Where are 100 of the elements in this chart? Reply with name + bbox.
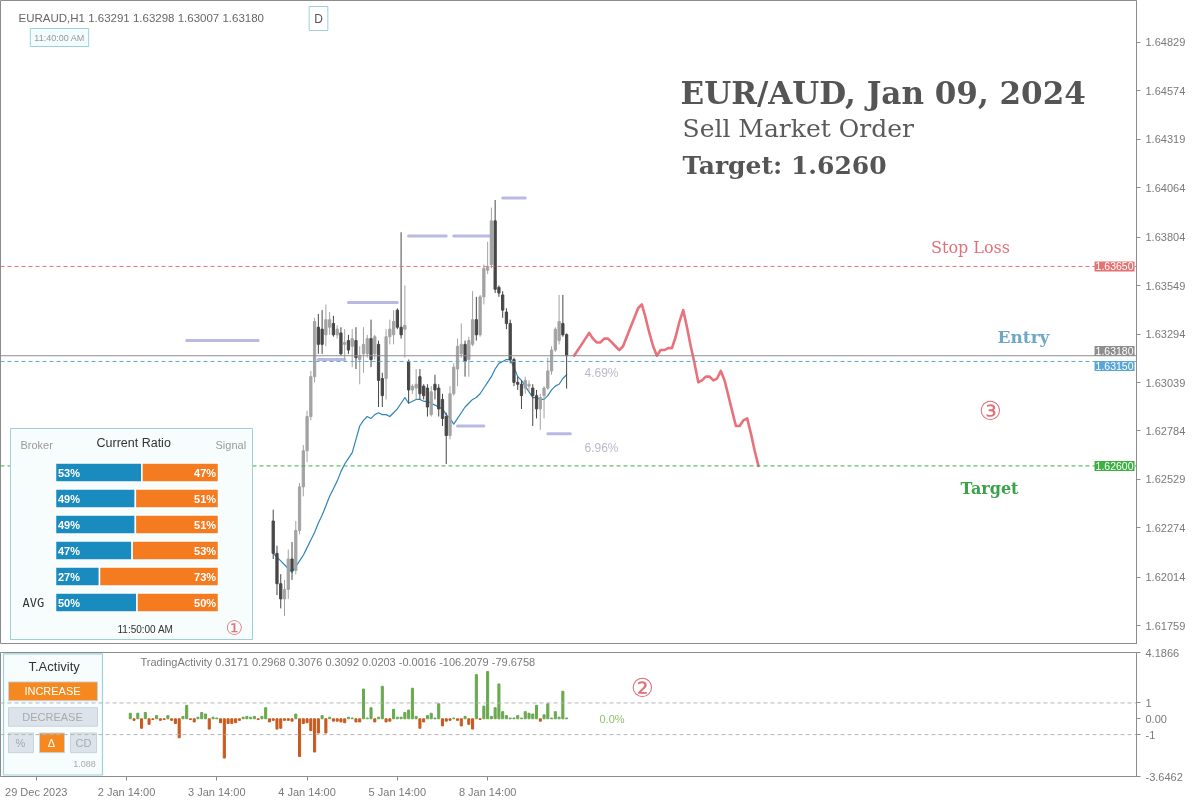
annotation: INCREASE (24, 685, 81, 698)
x-tick-label: 8 Jan 14:00 (458, 785, 517, 798)
data-label: 51% (194, 518, 217, 531)
bar (392, 708, 396, 720)
bar (166, 715, 170, 720)
data-label: 49% (57, 518, 81, 531)
y-tick-label: 1.63549 (1145, 279, 1186, 292)
x-tick-label: 29 Dec 2023 (5, 785, 68, 798)
annotation: ② (630, 672, 655, 703)
bar (534, 704, 539, 720)
bar (361, 688, 366, 720)
bar (222, 718, 226, 759)
y-tick-label: 1.64064 (1145, 181, 1186, 194)
data-label: 27% (57, 570, 81, 583)
bar (335, 718, 339, 722)
bar (290, 718, 294, 722)
bar (358, 718, 362, 723)
annotation: Δ (47, 736, 56, 749)
bar (298, 718, 302, 757)
annotation: DECREASE (22, 711, 83, 724)
bar (369, 707, 373, 720)
y-tick-label: AVG (22, 595, 45, 610)
y-tick-label: 1.63039 (1145, 376, 1186, 389)
bar (324, 718, 328, 734)
y-tick-label: 1.64319 (1145, 133, 1186, 146)
bar (373, 718, 377, 723)
bar (403, 711, 407, 720)
bar (553, 711, 557, 720)
bar (523, 711, 527, 720)
y-tick-label: 1.63294 (1145, 328, 1186, 341)
bar (140, 718, 144, 729)
annotation: ① (225, 615, 244, 640)
bar (418, 718, 422, 729)
bar (147, 718, 151, 725)
y-tick-label: 1.62014 (1145, 571, 1186, 584)
bar (294, 713, 298, 720)
y-tick-label: 1 (1145, 696, 1152, 709)
bar (388, 718, 392, 722)
data-label: 73% (194, 570, 217, 583)
bar (384, 718, 388, 723)
bar (320, 715, 324, 720)
y-tick-label: -3.6462 (1145, 770, 1183, 783)
bar (230, 718, 234, 725)
x-tick-label: 5 Jan 14:00 (368, 785, 427, 798)
bar (437, 703, 441, 720)
bar (200, 711, 204, 720)
y-tick-label: 1.62529 (1145, 473, 1186, 486)
bar (136, 712, 140, 720)
bar (561, 690, 565, 720)
annotation: % (15, 736, 26, 749)
x-tick-label: 3 Jan 14:00 (188, 785, 246, 798)
x-tick-label: 2 Jan 14:00 (97, 785, 156, 798)
bar (128, 712, 132, 720)
y-tick-label: 1.62784 (1145, 424, 1186, 437)
bar (380, 685, 384, 720)
y-tick-label: 1.64829 (1145, 36, 1186, 49)
bar (429, 712, 433, 720)
y-tick-label: 0.00 (1145, 712, 1167, 725)
bar (463, 715, 467, 720)
bar (527, 712, 531, 720)
bar (177, 718, 181, 739)
data-label: 53% (194, 544, 217, 557)
bar (538, 718, 542, 722)
data-label: 47% (57, 544, 81, 557)
bar (546, 703, 550, 720)
annotation: CD (75, 736, 92, 749)
bar (410, 687, 414, 720)
data-label: 50% (57, 596, 81, 609)
bar (474, 674, 478, 720)
y-tick-label: 4.1866 (1145, 646, 1180, 659)
bar (245, 715, 249, 720)
annotation: 11:50:00 AM (117, 624, 173, 635)
bar (264, 707, 268, 720)
annotation: T.Activity (28, 659, 81, 675)
bar (192, 718, 196, 723)
candlestick (290, 541, 294, 581)
bar (185, 704, 189, 720)
bar (354, 718, 358, 723)
bar (267, 718, 271, 723)
bar (339, 718, 343, 723)
bar (279, 718, 283, 729)
bar (203, 713, 208, 720)
annotation: 0.0% (599, 712, 625, 725)
bar (459, 718, 463, 727)
bar (497, 683, 501, 720)
bar (143, 711, 147, 720)
bar (471, 718, 475, 730)
bar (313, 718, 317, 753)
bar (486, 671, 490, 720)
y-tick-label: 1.61759 (1145, 619, 1186, 632)
y-tick-label: 1.62274 (1145, 521, 1186, 534)
data-label: 50% (194, 596, 217, 609)
bar (275, 718, 279, 730)
y-tick-label: 1.63804 (1145, 231, 1186, 244)
y-tick-label: -1 (1145, 728, 1156, 741)
bar (504, 715, 508, 720)
x-tick-label: 4 Jan 14:00 (278, 785, 336, 798)
bar (207, 718, 211, 730)
chart-title: TradingActivity 0.3171 0.2968 0.3076 0.3092 0.0203 -0.0016 -106.2079 -79.6758 (140, 655, 536, 668)
annotation: 1.088 (73, 759, 96, 770)
